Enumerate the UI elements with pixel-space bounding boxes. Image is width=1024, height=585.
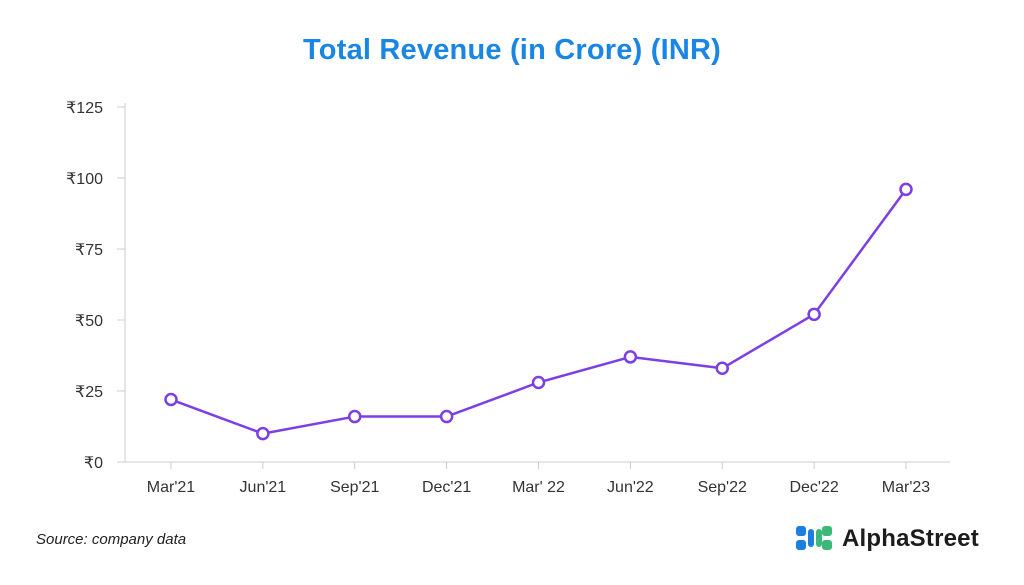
y-tick-label: ₹0	[84, 455, 103, 472]
data-point	[531, 375, 546, 390]
x-tick-label: Mar' 22	[512, 479, 565, 496]
data-point	[256, 426, 270, 441]
y-tick-label: ₹75	[75, 242, 103, 259]
x-tick-label: Dec'21	[422, 479, 471, 496]
y-tick-label: ₹25	[75, 384, 103, 401]
data-point	[715, 361, 729, 376]
y-tick-label: ₹125	[66, 100, 103, 117]
data-point	[164, 392, 178, 407]
x-tick-label: Sep'22	[698, 479, 747, 496]
y-tick-label: ₹100	[66, 171, 103, 188]
data-point	[899, 182, 913, 197]
chart-axes	[124, 103, 950, 463]
data-point	[807, 307, 821, 322]
y-axis-ticks: ₹0 ₹25 ₹50 ₹75 ₹100 ₹125	[66, 100, 125, 472]
x-tick-label: Sep'21	[330, 479, 379, 496]
source-note: Source: company data	[36, 531, 187, 548]
x-tick-label: Mar'21	[147, 479, 196, 496]
brand-name: AlphaStreet	[842, 525, 979, 552]
x-tick-label: Jun'21	[240, 479, 287, 496]
x-tick-label: Jun'22	[607, 479, 654, 496]
series-line	[170, 188, 908, 435]
brand-logo: AlphaStreet	[796, 522, 979, 556]
x-tick-label: Mar'23	[882, 479, 931, 496]
alphastreet-logo-icon	[796, 526, 832, 550]
chart-title: Total Revenue (in Crore) (INR)	[303, 34, 721, 66]
data-point	[348, 409, 362, 424]
x-tick-label: Dec'22	[789, 479, 838, 496]
data-point	[439, 409, 454, 424]
y-tick-label: ₹50	[75, 313, 103, 330]
x-axis-ticks: Mar'21 Jun'21 Sep'21 Dec'21 Mar' 22 Jun'22 Sep…	[147, 462, 931, 496]
data-point	[623, 350, 638, 364]
series-total-revenue	[164, 182, 913, 441]
